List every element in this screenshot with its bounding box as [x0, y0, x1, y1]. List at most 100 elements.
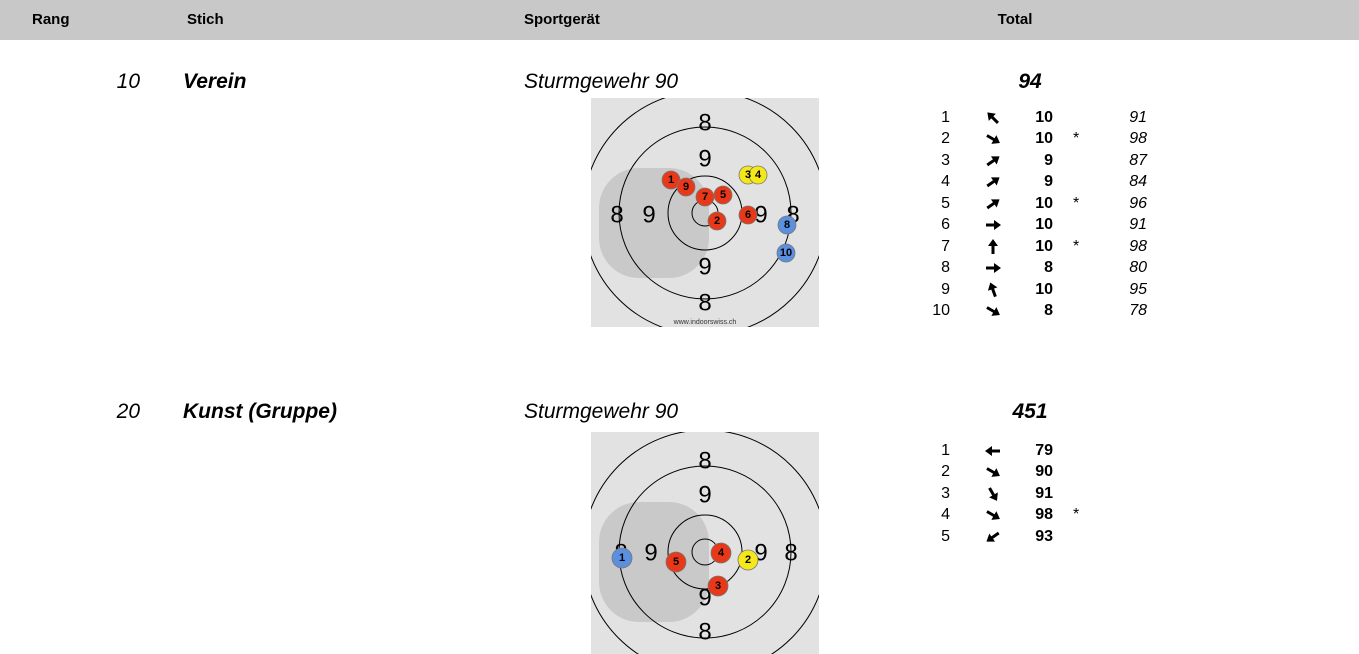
total: 451 — [1012, 400, 1048, 423]
shot-row: 5 93 — [900, 526, 1160, 547]
score: 10 — [1035, 109, 1053, 126]
score: 8 — [1044, 302, 1053, 319]
shot-label: 9 — [683, 181, 689, 193]
value: 78 — [1129, 302, 1147, 319]
ring-label: 9 — [698, 253, 711, 280]
direction-arrow — [984, 130, 1002, 148]
value: 98 — [1129, 238, 1147, 255]
score: 90 — [1035, 463, 1053, 480]
col-header: Sportgerät — [524, 11, 600, 28]
watermark: www.indoorswiss.ch — [673, 319, 737, 326]
score: 10 — [1035, 281, 1053, 298]
shot-number: 4 — [941, 506, 950, 523]
star: * — [1073, 238, 1080, 255]
direction-arrow — [984, 485, 1002, 503]
shot-label: 5 — [673, 556, 679, 568]
shot-row: 6 10 91 — [900, 214, 1160, 235]
direction-arrow — [984, 528, 1002, 546]
shot-number: 8 — [941, 259, 950, 276]
score: 10 — [1035, 216, 1053, 233]
direction-arrow — [984, 216, 1002, 234]
ring-label: 8 — [698, 289, 711, 316]
score: 79 — [1035, 442, 1053, 459]
direction-arrow — [984, 109, 1002, 127]
star: * — [1073, 130, 1080, 147]
shot-row: 3 91 — [900, 483, 1160, 504]
score: 98 — [1035, 506, 1053, 523]
shot-row: 7 10 * 98 — [900, 236, 1160, 257]
shot-label: 5 — [720, 189, 726, 201]
direction-arrow — [984, 281, 1002, 299]
shot-row: 3 9 87 — [900, 150, 1160, 171]
score: 91 — [1035, 485, 1053, 502]
shot-number: 3 — [941, 152, 950, 169]
ring-label: 8 — [784, 539, 797, 566]
value: 91 — [1129, 109, 1147, 126]
rank: 10 — [116, 70, 140, 93]
shot-row: 1 79 — [900, 440, 1160, 461]
value: 80 — [1129, 259, 1147, 276]
shot-number: 5 — [941, 528, 950, 545]
score: 93 — [1035, 528, 1053, 545]
shot-number: 3 — [941, 485, 950, 502]
shot-number: 1 — [941, 109, 950, 126]
shot-label: 4 — [755, 169, 762, 181]
score: 9 — [1044, 173, 1053, 190]
col-header: Total — [997, 11, 1033, 28]
direction-arrow — [984, 152, 1002, 170]
direction-arrow — [984, 173, 1002, 191]
shot-row: 4 9 84 — [900, 171, 1160, 192]
ring-label: 8 — [698, 618, 711, 645]
total: 94 — [1018, 70, 1042, 93]
shot-number: 2 — [941, 130, 950, 147]
shot-number: 10 — [932, 302, 950, 319]
col-header: Rang — [32, 11, 70, 28]
shot-label: 3 — [715, 580, 721, 592]
value: 96 — [1129, 195, 1147, 212]
shot-row: 8 8 80 — [900, 257, 1160, 278]
ring-label: 8 — [698, 447, 711, 474]
shot-row: 1 10 91 — [900, 107, 1160, 128]
shot-label: 2 — [745, 554, 751, 566]
sportgeraet: Sturmgewehr 90 — [524, 400, 679, 423]
score: 9 — [1044, 152, 1053, 169]
header-bar: Rang Stich Sportgerät Total — [0, 0, 1359, 40]
ring-label: 9 — [642, 201, 655, 228]
star: * — [1073, 506, 1080, 523]
direction-arrow — [984, 463, 1002, 481]
shot-label: 1 — [619, 552, 625, 564]
target: 8 9 8 9 9 8 9 8 1 5 4 2 3 — [591, 432, 819, 654]
direction-arrow — [984, 506, 1002, 524]
ring-label: 8 — [610, 201, 623, 228]
rank: 20 — [116, 400, 140, 423]
ring-label: 9 — [644, 539, 657, 566]
shot-number: 5 — [941, 195, 950, 212]
ring-label: 8 — [698, 109, 711, 136]
direction-arrow — [984, 442, 1002, 460]
direction-arrow — [984, 259, 1002, 277]
shot-label: 7 — [702, 191, 708, 203]
shot-label: 10 — [780, 247, 792, 259]
shot-number: 6 — [941, 216, 950, 233]
shot-number: 4 — [941, 173, 950, 190]
shot-label: 8 — [784, 219, 790, 231]
value: 87 — [1129, 152, 1147, 169]
shot-number: 2 — [941, 463, 950, 480]
value: 84 — [1129, 173, 1147, 190]
star: * — [1073, 195, 1080, 212]
direction-arrow — [984, 302, 1002, 320]
shot-number: 7 — [941, 238, 950, 255]
shot-row: 10 8 78 — [900, 300, 1160, 321]
col-header: Stich — [187, 11, 224, 28]
shot-row: 2 10 * 98 — [900, 128, 1160, 149]
direction-arrow — [984, 195, 1002, 213]
shot-label: 2 — [714, 215, 720, 227]
ring-label: 9 — [698, 481, 711, 508]
shot-number: 9 — [941, 281, 950, 298]
sportgeraet: Sturmgewehr 90 — [524, 70, 679, 93]
target: 8 9 8 9 9 8 9 8 1 9 7 5 3 4 2 6 8 10 www… — [591, 98, 819, 327]
stich: Kunst (Gruppe) — [183, 400, 337, 423]
shot-row: 9 10 95 — [900, 279, 1160, 300]
shot-label: 3 — [745, 169, 751, 181]
